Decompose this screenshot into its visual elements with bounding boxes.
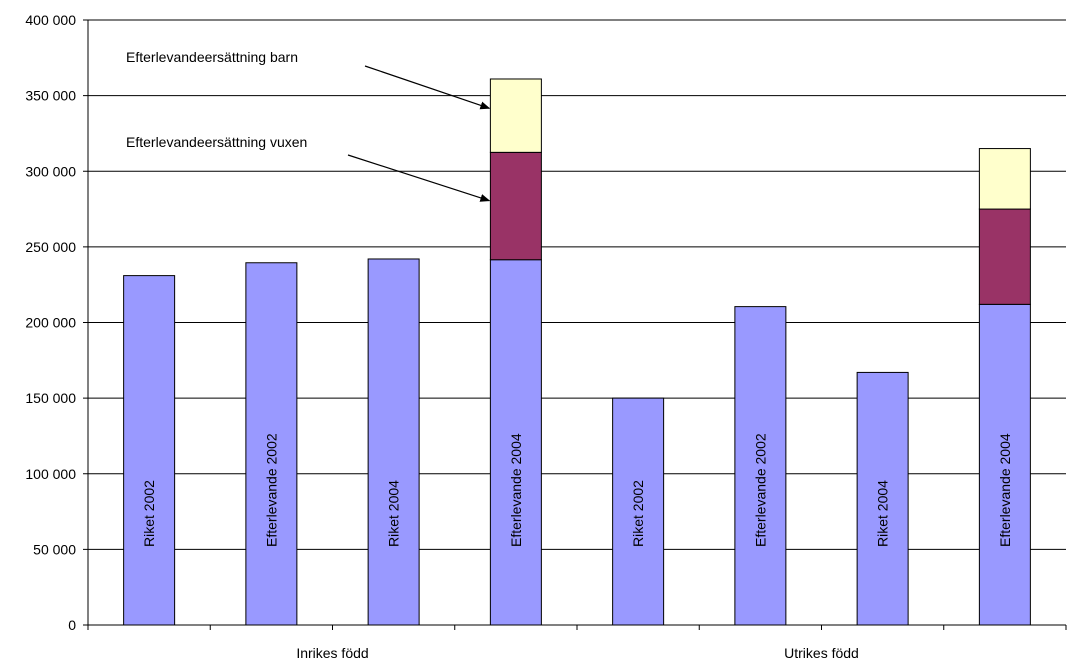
bar-segment [612, 397, 665, 626]
annotation-label: Efterlevandeersättning barn [126, 49, 298, 65]
bar-label: Riket 2002 [630, 480, 646, 547]
y-tick-label: 0 [68, 617, 76, 633]
y-tick-label: 50 000 [33, 541, 76, 557]
bar-segment [734, 306, 787, 626]
bar-label: Efterlevande 2004 [508, 433, 524, 547]
group-labels: Inrikes född Utrikes född [296, 645, 859, 661]
group-label: Inrikes född [296, 645, 368, 661]
bar-segment [978, 148, 1031, 210]
bar-segment [978, 303, 1031, 626]
bar-segment [489, 78, 542, 153]
bar-segment [978, 208, 1031, 305]
y-axis-ticks: 0 50 000 100 000 150 000 200 000 250 000 300 0… [25, 12, 88, 633]
annotation-label: Efterlevandeersättning vuxen [126, 134, 307, 150]
y-tick-label: 250 000 [25, 239, 76, 255]
bar-label: Riket 2004 [386, 480, 402, 547]
bar-segment [856, 371, 909, 626]
bar-labels: Riket 2002 Efterlevande 2002 Riket 2004 Eft… [141, 433, 1013, 547]
grid-lines [88, 19, 1066, 550]
y-tick-label: 100 000 [25, 466, 76, 482]
y-tick-label: 150 000 [25, 390, 76, 406]
bar-segment [489, 259, 542, 626]
bar-label: Riket 2004 [875, 480, 891, 547]
bar-segment [367, 258, 420, 626]
bar-label: Efterlevande 2004 [997, 433, 1013, 547]
group-label: Utrikes född [784, 645, 859, 661]
bar-segment [489, 151, 542, 261]
bar-label: Riket 2002 [141, 480, 157, 547]
y-tick-label: 300 000 [25, 163, 76, 179]
bar-segment [245, 262, 298, 626]
y-tick-label: 200 000 [25, 315, 76, 331]
bars [123, 78, 1031, 626]
y-tick-label: 350 000 [25, 88, 76, 104]
bar-segment [123, 275, 176, 626]
x-axis-ticks [87, 625, 1067, 630]
bar-label: Efterlevande 2002 [263, 433, 279, 547]
bar-label: Efterlevande 2002 [752, 433, 768, 547]
annotation-arrow [364, 65, 491, 110]
y-tick-label: 400 000 [25, 12, 76, 28]
annotation-arrow [347, 154, 491, 202]
annotations: Efterlevandeersättning barn Efterlevandee… [126, 49, 491, 202]
